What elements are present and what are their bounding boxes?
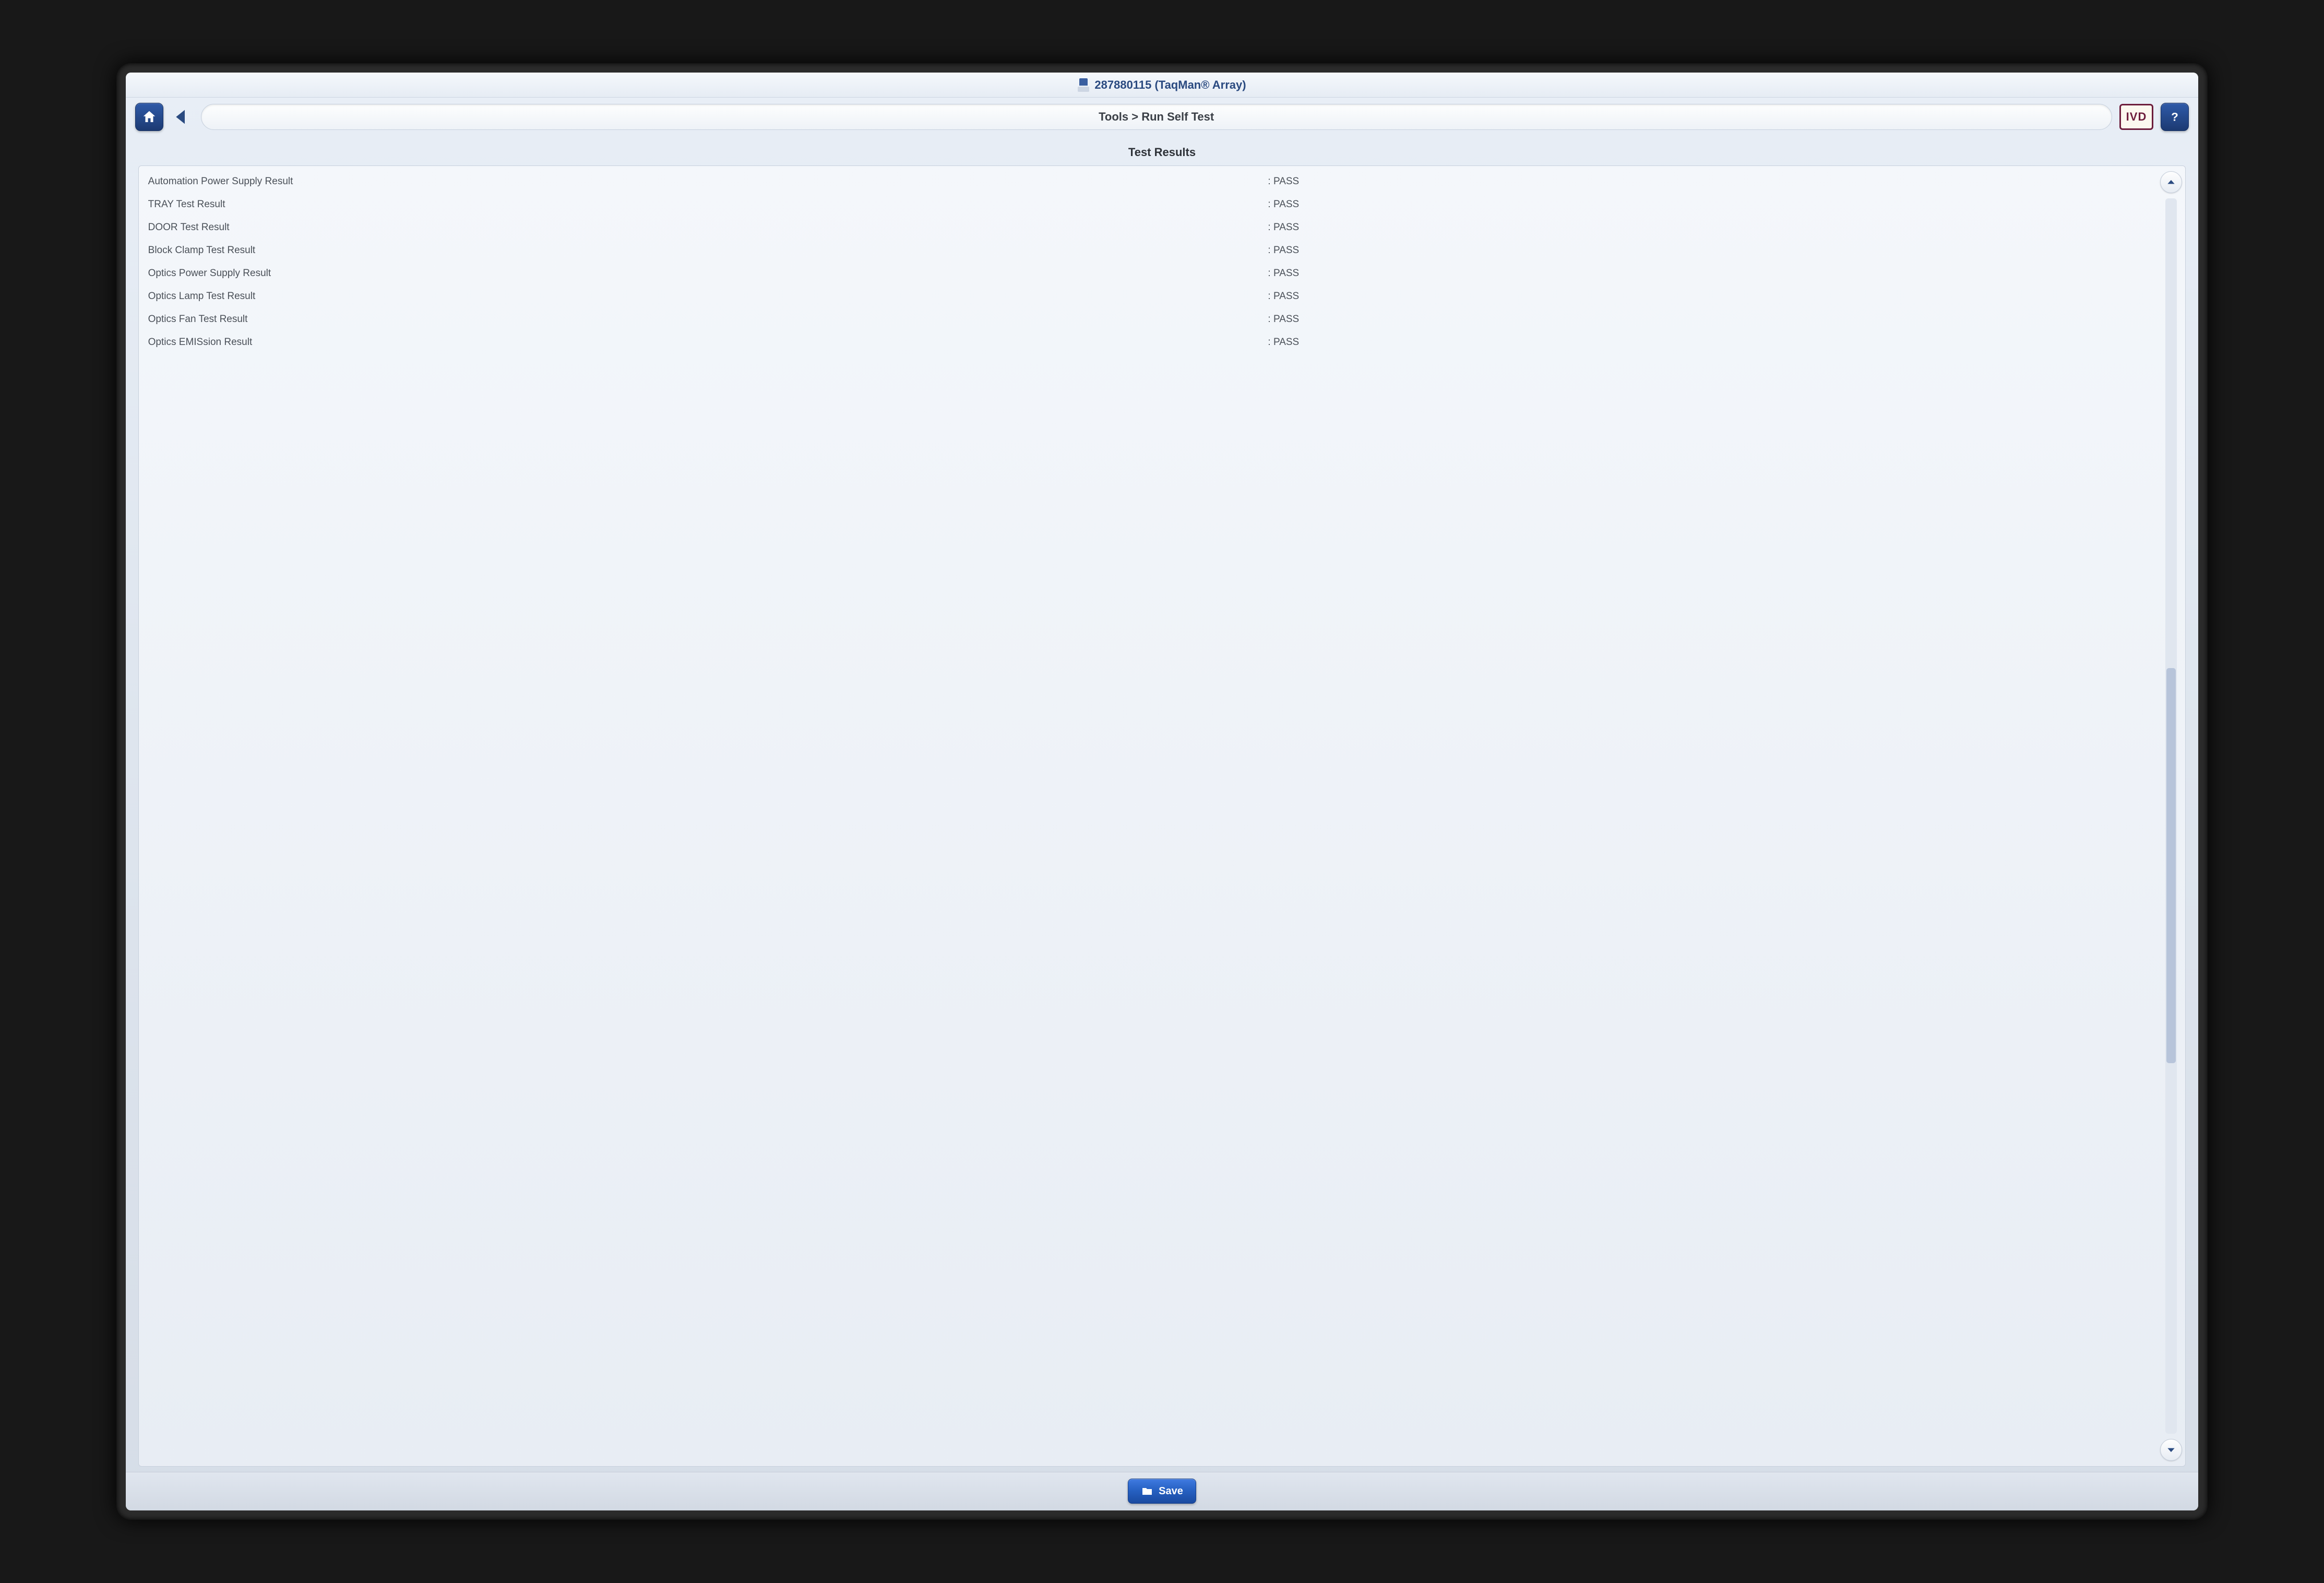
result-value: PASS: [1268, 314, 2148, 325]
result-label: Block Clamp Test Result: [148, 245, 1268, 256]
save-button-label: Save: [1159, 1485, 1183, 1497]
home-button[interactable]: [135, 103, 163, 131]
result-label: Optics EMISsion Result: [148, 337, 1268, 348]
svg-text:?: ?: [2171, 111, 2178, 124]
scroll-down-button[interactable]: [2160, 1439, 2182, 1461]
save-button[interactable]: Save: [1128, 1479, 1196, 1504]
result-value: PASS: [1268, 268, 2148, 279]
ivd-badge: IVD: [2119, 104, 2154, 130]
chevron-down-icon: [2166, 1445, 2176, 1455]
device-bezel: 287880115 (TaqMan® Array) Tools > Run Se…: [116, 63, 2208, 1519]
result-value: PASS: [1268, 222, 2148, 233]
result-label: Automation Power Supply Result: [148, 176, 1268, 187]
result-row: TRAY Test ResultPASS: [146, 193, 2150, 216]
result-value: PASS: [1268, 199, 2148, 210]
result-row: Optics Lamp Test ResultPASS: [146, 285, 2150, 308]
scroll-up-button[interactable]: [2160, 171, 2182, 193]
title-bar: 287880115 (TaqMan® Array): [126, 73, 2199, 98]
scroll-track[interactable]: [2165, 198, 2177, 1433]
scrollbar: [2157, 166, 2185, 1466]
result-row: Optics Fan Test ResultPASS: [146, 308, 2150, 331]
result-label: TRAY Test Result: [148, 199, 1268, 210]
breadcrumb: Tools > Run Self Test: [201, 104, 2112, 130]
result-label: Optics Lamp Test Result: [148, 291, 1268, 302]
screen: 287880115 (TaqMan® Array) Tools > Run Se…: [126, 73, 2199, 1510]
content-area: Test Results Automation Power Supply Res…: [126, 138, 2199, 1471]
chevron-up-icon: [2166, 177, 2176, 187]
result-row: Block Clamp Test ResultPASS: [146, 239, 2150, 262]
result-label: Optics Fan Test Result: [148, 314, 1268, 325]
result-value: PASS: [1268, 176, 2148, 187]
result-value: PASS: [1268, 245, 2148, 256]
results-list: Automation Power Supply ResultPASSTRAY T…: [139, 166, 2158, 1466]
result-label: DOOR Test Result: [148, 222, 1268, 233]
nav-row: Tools > Run Self Test IVD ?: [126, 98, 2199, 138]
breadcrumb-text: Tools > Run Self Test: [1099, 110, 1214, 124]
instrument-icon: [1078, 78, 1089, 92]
result-row: Optics Power Supply ResultPASS: [146, 262, 2150, 285]
result-row: Automation Power Supply ResultPASS: [146, 170, 2150, 193]
footer: Save: [126, 1472, 2199, 1510]
help-button[interactable]: ?: [2161, 103, 2189, 131]
back-button[interactable]: [171, 103, 194, 131]
result-row: DOOR Test ResultPASS: [146, 216, 2150, 239]
device-title: 287880115 (TaqMan® Array): [1094, 78, 1246, 92]
scroll-thumb[interactable]: [2166, 668, 2176, 1063]
save-folder-icon: [1141, 1485, 1153, 1497]
results-panel: Automation Power Supply ResultPASSTRAY T…: [138, 165, 2186, 1466]
result-value: PASS: [1268, 337, 2148, 348]
home-icon: [141, 109, 157, 125]
device-frame: 287880115 (TaqMan® Array) Tools > Run Se…: [0, 0, 2324, 1583]
help-icon: ?: [2167, 109, 2183, 125]
ivd-label: IVD: [2126, 110, 2147, 124]
section-title: Test Results: [138, 146, 2186, 159]
back-arrow-icon: [172, 106, 193, 127]
result-row: Optics EMISsion ResultPASS: [146, 331, 2150, 354]
result-value: PASS: [1268, 291, 2148, 302]
result-label: Optics Power Supply Result: [148, 268, 1268, 279]
